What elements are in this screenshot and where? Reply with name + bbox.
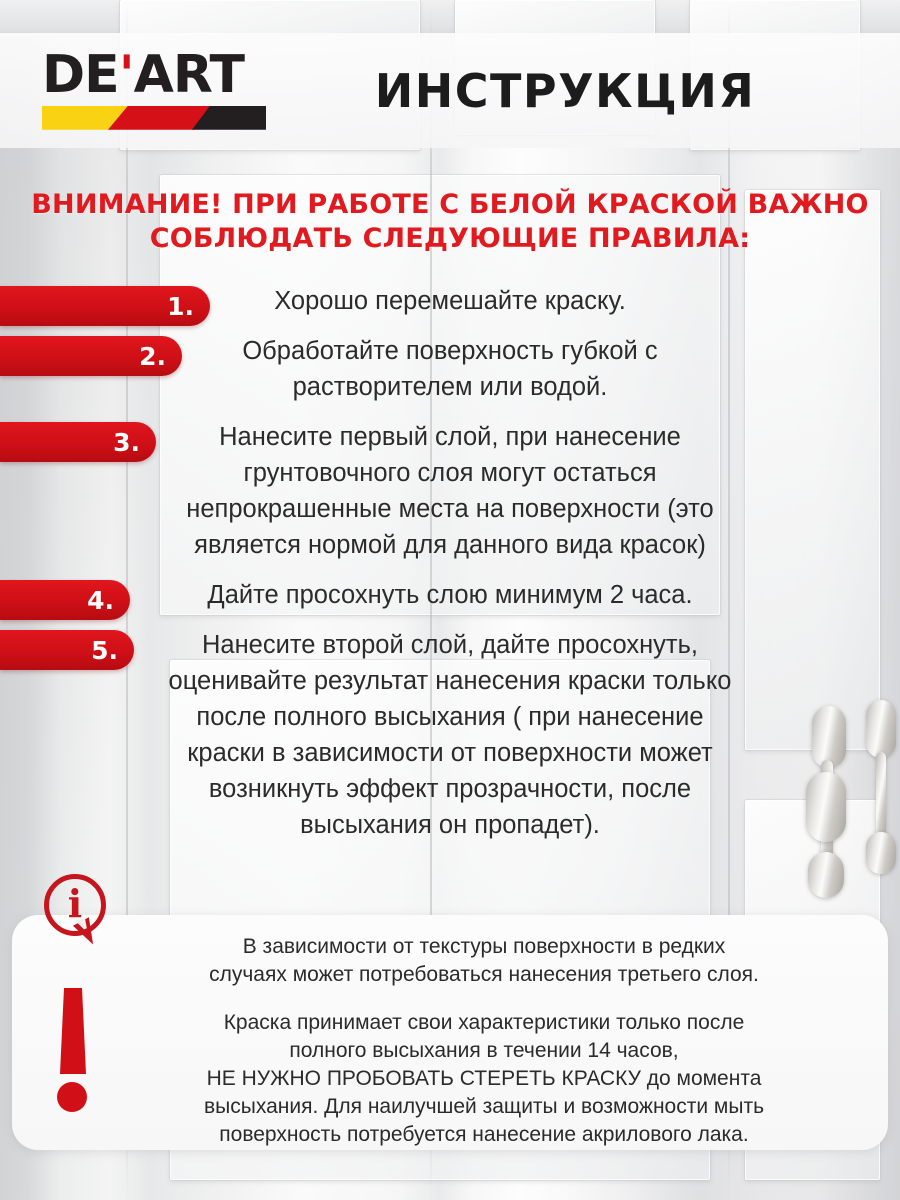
step-text: Хорошо перемешайте краску.: [274, 287, 626, 315]
step-text: Нанесите первый слой, при нанесение грун…: [186, 423, 714, 559]
door-seam: [728, 0, 730, 1200]
logo-text-art: ART: [133, 45, 245, 106]
door-handle-icon: [808, 852, 844, 898]
logo-flag-bars: [42, 105, 266, 130]
step-number: 1.: [167, 291, 194, 321]
exclamation-stem: [60, 988, 86, 1074]
door-panel: [745, 190, 880, 750]
step-number: 4.: [87, 585, 114, 615]
info-paragraph: Краска принимает свои характеристики тол…: [203, 1011, 765, 1146]
list-item: 3. Нанесите первый слой, при нанесение г…: [0, 419, 900, 563]
step-text: Дайте просохнуть слою минимум 2 часа.: [207, 581, 693, 609]
door-panel: [160, 175, 720, 615]
door-seam: [430, 0, 432, 1200]
door-handle-icon: [876, 752, 886, 844]
list-item: 2. Обработайте поверхность губкой с раст…: [0, 333, 900, 405]
page-title: ИНСТРУКЦИЯ: [374, 63, 756, 118]
steps-list: 1. Хорошо перемешайте краску. 2. Обработ…: [0, 283, 900, 857]
info-letter: i: [67, 880, 83, 926]
step-number: 2.: [139, 341, 166, 371]
info-bubble-ring: [44, 874, 106, 936]
info-paragraph: В зависимости от текстуры поверхности в …: [209, 935, 759, 986]
logo-apostrophe: ': [118, 45, 135, 106]
door-handle-icon: [812, 706, 846, 768]
list-item: 4. Дайте просохнуть слою минимум 2 часа.: [0, 577, 900, 620]
step-number-bar: 1.: [0, 286, 210, 326]
step-number-bar: 3.: [0, 422, 156, 462]
list-item: 5. Нанесите второй слой, дайте просохнут…: [0, 627, 900, 843]
logo-wordmark: DE'ART: [42, 49, 270, 101]
step-text: Обработайте поверхность губкой с раствор…: [242, 337, 658, 401]
door-handle-icon: [806, 772, 846, 842]
brand-logo: DE'ART: [42, 49, 270, 130]
logo-bar-red: [108, 105, 212, 130]
header-bar: DE'ART ИНСТРУКЦИЯ: [0, 33, 900, 148]
list-item: 1. Хорошо перемешайте краску.: [0, 283, 900, 326]
warning-headline: ВНИМАНИЕ! ПРИ РАБОТЕ С БЕЛОЙ КРАСКОЙ ВАЖ…: [31, 189, 869, 254]
step-number-bar: 2.: [0, 336, 182, 376]
step-number: 5.: [91, 635, 118, 665]
exclamation-dot: [57, 1082, 87, 1112]
door-handle-icon: [866, 700, 896, 758]
logo-text-de: DE: [42, 45, 120, 106]
info-card: В зависимости от текстуры поверхности в …: [12, 915, 888, 1150]
step-number: 3.: [113, 427, 140, 457]
door-handle-icon: [866, 832, 896, 874]
info-bubble-icon: i: [44, 874, 106, 949]
exclamation-icon: [52, 988, 92, 1112]
step-number-bar: 4.: [0, 580, 130, 620]
step-number-bar: 5.: [0, 630, 134, 670]
step-text: Нанесите второй слой, дайте просохнуть, …: [168, 631, 732, 839]
